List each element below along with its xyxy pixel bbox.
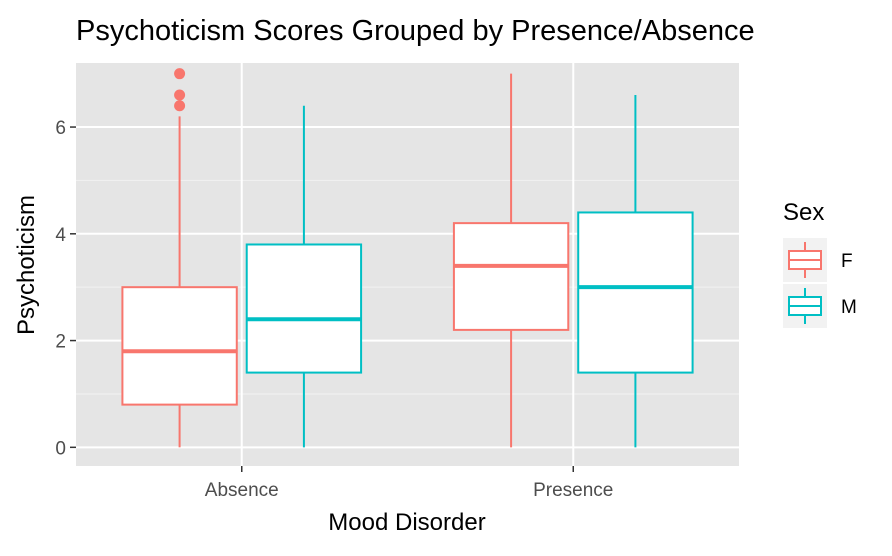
chart-title: Psychoticism Scores Grouped by Presence/… (76, 15, 755, 47)
box-iqr (245, 243, 363, 374)
box-iqr (121, 286, 238, 406)
x-axis-title: Mood Disorder (328, 509, 485, 536)
outlier-point (174, 100, 186, 112)
y-tick-label: 6 (55, 118, 66, 139)
box-iqr (577, 211, 694, 374)
x-tick-label: Presence (533, 480, 613, 501)
legend-title: Sex (783, 199, 824, 226)
y-tick-label: 2 (55, 332, 66, 353)
y-tick-label: 0 (55, 438, 66, 459)
box-iqr (452, 222, 570, 331)
legend-label: M (841, 297, 857, 318)
boxes (121, 68, 694, 448)
y-tick-label: 4 (55, 225, 66, 246)
legend: Sex F M (783, 199, 857, 328)
outlier-point (174, 89, 186, 101)
x-tick-label: Absence (205, 480, 279, 501)
legend-label: F (841, 251, 853, 272)
axes: 0 2 4 6 Absence Presence (55, 118, 613, 501)
outlier-point (174, 68, 186, 80)
y-axis-title: Psychoticism (13, 195, 40, 335)
